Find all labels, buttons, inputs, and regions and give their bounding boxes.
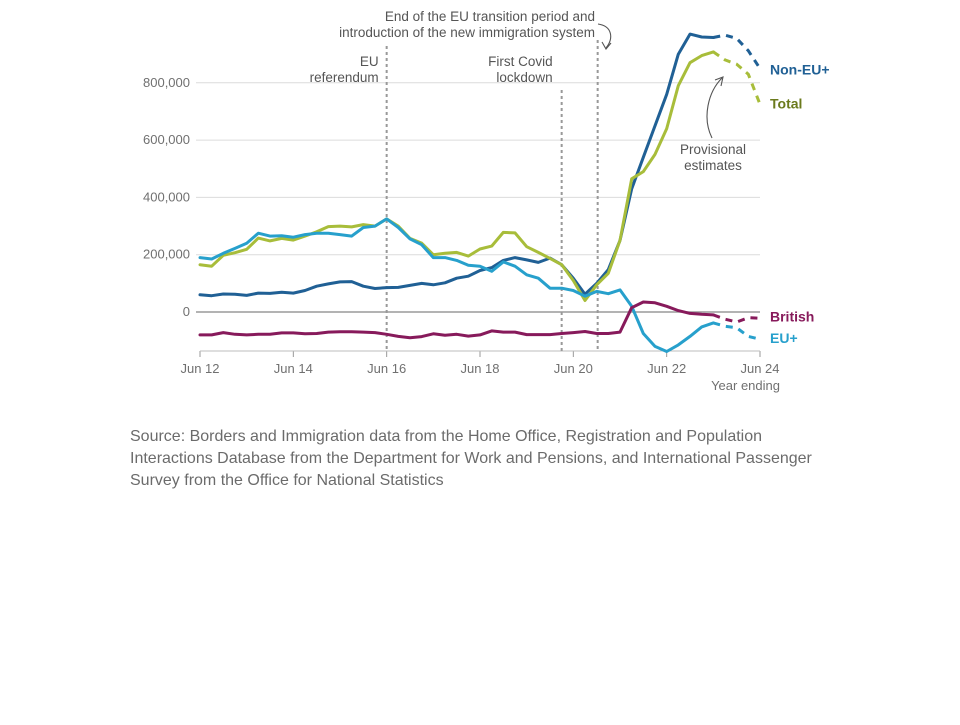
series-label-total: Total [770,95,802,111]
annotation-arrowhead-provisional [714,76,724,87]
series-label-non-eu: Non-EU+ [770,61,830,77]
x-tick-label: Jun 24 [740,361,779,376]
series-line-british [198,300,715,340]
series-label-eu: EU+ [770,330,798,346]
x-axis-title: Year ending [711,378,780,393]
series-line-eu [198,217,715,353]
annotation-covid-lockdown: lockdown [496,70,552,85]
x-tick-label: Jun 20 [554,361,593,376]
y-tick-label: 0 [183,304,190,319]
annotation-arrow-transition [597,23,612,49]
x-tick-label: Jun 22 [647,361,686,376]
y-tick-label: 400,000 [143,189,190,204]
annotation-covid-lockdown: First Covid [488,54,553,69]
x-tick-label: Jun 16 [367,361,406,376]
annotation-eu-referendum: referendum [310,70,379,85]
series-label-british: British [770,308,814,324]
source-note: Source: Borders and Immigration data fro… [130,428,812,489]
series-line-provisional-british [712,313,761,324]
x-tick-label: Jun 18 [460,361,499,376]
annotation-arrow-provisional [706,77,723,139]
series-line-provisional-total [712,50,762,105]
annotation-eu-referendum: EU [360,54,379,69]
x-tick-label: Jun 12 [180,361,219,376]
annotation-provisional: Provisional [680,142,746,157]
y-tick-label: 200,000 [143,247,190,262]
series-line-total [198,50,715,302]
annotation-provisional: estimates [684,158,742,173]
annotation-transition-end: End of the EU transition period and [385,9,595,24]
y-tick-label: 600,000 [143,132,190,147]
series-line-provisional-eu [712,321,761,341]
annotation-transition-end: introduction of the new immigration syst… [339,25,595,40]
x-tick-label: Jun 14 [274,361,313,376]
y-tick-label: 800,000 [143,75,190,90]
annotation-arrowhead-transition [601,41,612,50]
series-line-non-eu [198,32,715,298]
